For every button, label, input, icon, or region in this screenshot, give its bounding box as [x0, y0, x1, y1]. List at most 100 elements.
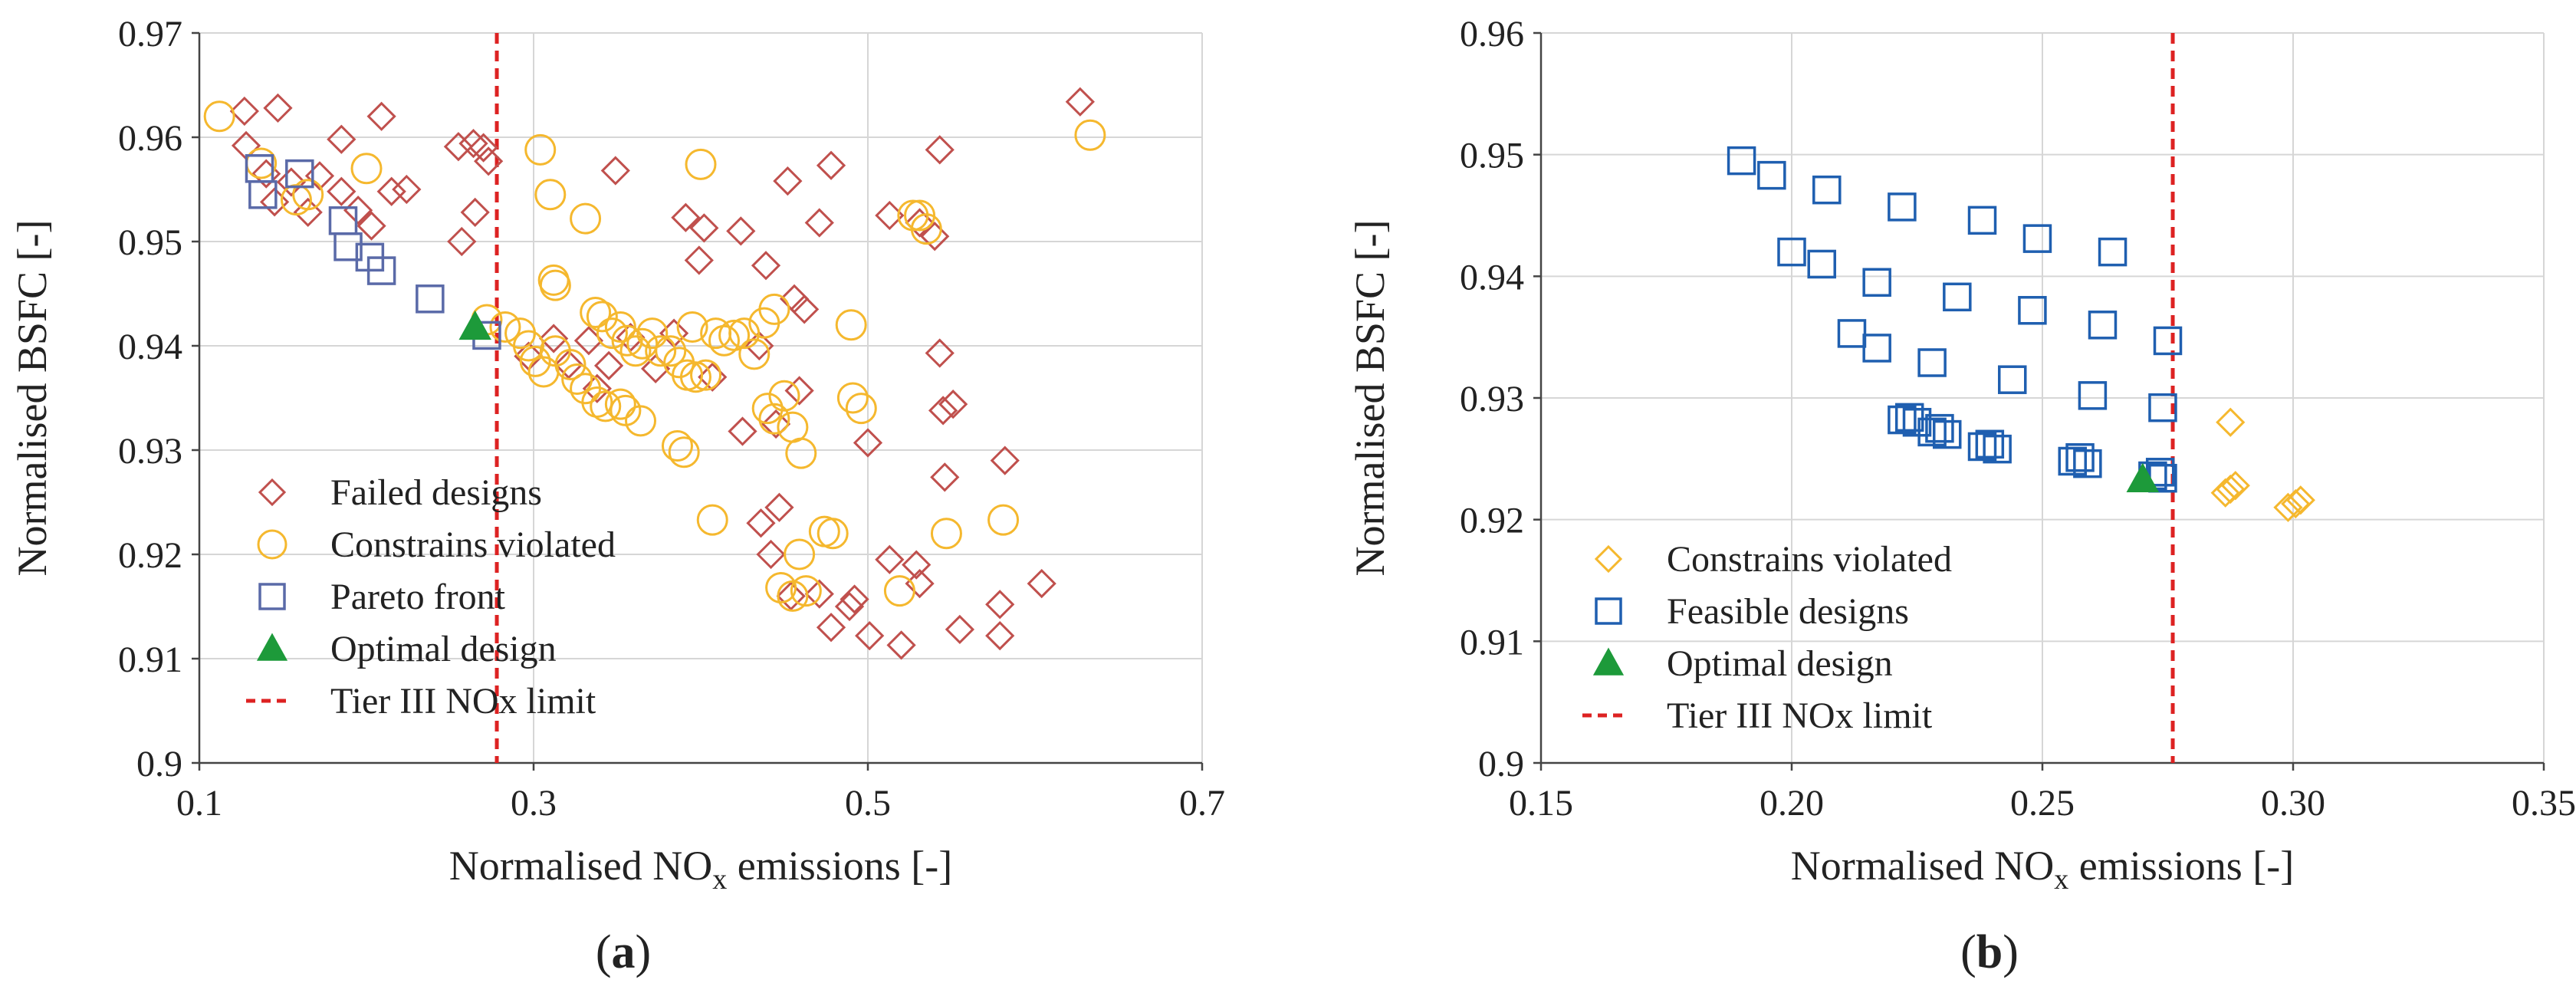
data-point	[690, 359, 722, 391]
x-tick-label: 0.15	[1509, 783, 1573, 824]
data-point	[2216, 474, 2246, 505]
data-point	[671, 202, 701, 232]
legend-label: Optimal design	[330, 629, 557, 669]
data-point	[777, 580, 809, 612]
data-point	[443, 132, 474, 162]
data-point	[350, 153, 383, 185]
data-point	[685, 148, 717, 180]
data-point	[474, 146, 504, 176]
data-point	[586, 301, 618, 333]
y-tick-label: 0.92	[1460, 501, 1524, 541]
data-point	[765, 572, 797, 604]
data-point	[636, 317, 669, 350]
y-tick-label: 0.9	[136, 744, 182, 784]
data-point	[304, 161, 335, 191]
data-point	[679, 361, 711, 393]
data-point	[489, 311, 521, 344]
data-point	[875, 544, 905, 574]
data-point	[366, 256, 396, 285]
y-tick-label: 0.97	[118, 14, 182, 54]
data-point	[2216, 407, 2246, 437]
data-point	[276, 167, 307, 197]
legend-label: Pareto front	[330, 577, 506, 617]
data-point	[293, 197, 323, 228]
data-point	[2088, 311, 2118, 340]
data-point	[835, 309, 867, 341]
x-axis-title-suffix: emissions [-]	[2068, 843, 2294, 889]
data-point	[684, 245, 714, 275]
data-point	[985, 620, 1015, 651]
data-point	[1727, 146, 1756, 176]
data-point	[580, 296, 612, 328]
data-point	[524, 133, 557, 166]
data-point	[905, 568, 935, 599]
series-optimal-design	[458, 310, 491, 340]
data-point	[292, 179, 324, 211]
legend-marker	[1595, 597, 1622, 625]
data-point	[925, 135, 955, 165]
data-point	[2078, 381, 2108, 410]
data-point	[2273, 492, 2303, 522]
data-point	[764, 492, 794, 522]
data-point	[816, 518, 849, 550]
data-point	[581, 386, 613, 418]
data-point	[1943, 282, 1972, 312]
panel-label-letter: b	[1976, 926, 2003, 978]
x-tick-label: 0.7	[1179, 783, 1225, 824]
x-axis-title-suffix: emissions [-]	[727, 843, 952, 889]
data-point	[696, 504, 728, 536]
panel-label-open: (	[596, 926, 612, 978]
data-point	[840, 584, 869, 614]
legend-label: Feasible designs	[1667, 591, 1909, 632]
data-point	[600, 156, 630, 186]
data-point	[930, 462, 960, 492]
series-failed-designs	[229, 87, 1095, 660]
data-point	[2148, 393, 2177, 422]
data-point	[596, 317, 628, 350]
data-point	[328, 206, 358, 235]
data-point	[855, 620, 885, 651]
x-axis-title: Normalised NOx emissions [-]	[449, 843, 952, 896]
data-point	[698, 362, 728, 392]
y-tick-label: 0.95	[1460, 136, 1524, 176]
x-tick-label: 0.30	[2261, 783, 2325, 824]
data-point	[676, 311, 708, 344]
data-point	[738, 338, 770, 370]
series-constrains-violated	[203, 100, 1106, 612]
y-tick-label: 0.91	[118, 639, 182, 680]
data-point	[327, 176, 356, 206]
data-point	[1932, 419, 1962, 449]
panel-label-close: )	[636, 926, 652, 978]
y-axis-title: Normalised BSFC [-]	[9, 220, 55, 577]
panel-label-letter: a	[612, 926, 636, 978]
data-point	[784, 538, 816, 570]
x-tick-label: 0.25	[2010, 783, 2075, 824]
data-point	[1027, 568, 1056, 599]
data-point	[668, 436, 700, 468]
y-tick-label: 0.9	[1478, 744, 1524, 784]
y-tick-label: 0.96	[1460, 14, 1524, 54]
data-point	[625, 405, 657, 437]
data-point	[2220, 471, 2250, 501]
data-point	[804, 579, 834, 609]
data-point	[1917, 348, 1947, 377]
data-point	[751, 251, 781, 281]
data-point	[343, 196, 373, 225]
data-point	[758, 293, 790, 325]
panel-label-open: (	[1960, 926, 1976, 978]
data-point	[758, 403, 790, 435]
panel-label-close: )	[2003, 926, 2019, 978]
y-tick-label: 0.95	[118, 222, 182, 263]
data-point	[902, 550, 932, 580]
data-point	[744, 330, 774, 361]
data-point	[460, 197, 490, 228]
panel-label: (a)	[596, 926, 651, 978]
data-point	[2058, 446, 2087, 476]
data-point	[334, 232, 363, 261]
series-pareto-front	[245, 154, 501, 350]
x-tick-label: 0.20	[1760, 783, 1824, 824]
data-point	[1902, 407, 1932, 437]
data-point	[356, 211, 386, 241]
data-point	[2285, 485, 2315, 515]
data-point	[816, 613, 846, 643]
